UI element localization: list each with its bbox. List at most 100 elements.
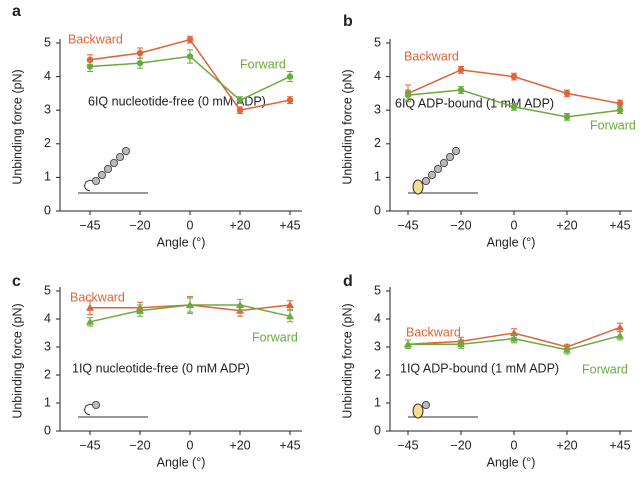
y-tick-label: 4 <box>44 69 51 83</box>
point <box>136 59 144 67</box>
point <box>86 303 94 311</box>
x-tick-label: −45 <box>79 218 100 232</box>
series-label: Forward <box>582 362 628 376</box>
icon-bead <box>427 170 436 179</box>
x-tick-label: −20 <box>129 438 150 452</box>
x-tick-label: 0 <box>511 218 518 232</box>
y-tick-label: 1 <box>374 395 381 409</box>
y-tick-label: 4 <box>374 69 381 83</box>
icon-bead <box>421 176 430 185</box>
series-label: Backward <box>68 32 123 46</box>
x-tick-label: −45 <box>397 218 418 232</box>
point <box>286 73 294 80</box>
y-tick-label: 4 <box>44 311 51 325</box>
x-tick-label: +20 <box>229 438 250 452</box>
panel-label: a <box>12 3 21 20</box>
icon-bead <box>116 152 125 161</box>
y-tick-label: 0 <box>374 203 381 217</box>
point <box>563 345 571 353</box>
icon-bead <box>433 164 442 173</box>
point <box>236 96 244 104</box>
icon-bead <box>421 400 430 409</box>
annotation: 1IQ ADP-bound (1 mM ADP) <box>400 361 559 375</box>
series-label: Forward <box>590 118 636 132</box>
icon-head <box>412 179 424 195</box>
x-tick-label: 0 <box>187 218 194 232</box>
point <box>286 312 294 320</box>
series-label: Backward <box>406 325 461 339</box>
point <box>510 334 518 342</box>
x-axis-label: Angle (°) <box>487 235 536 249</box>
y-tick-label: 3 <box>44 102 51 116</box>
y-tick-label: 0 <box>44 423 51 437</box>
point <box>186 36 194 43</box>
series-label: Backward <box>70 290 125 304</box>
point <box>616 100 624 107</box>
annotation: 6IQ ADP-bound (1 mM ADP) <box>395 96 554 110</box>
y-tick-label: 2 <box>44 367 51 381</box>
point <box>286 301 294 308</box>
y-tick-label: 2 <box>44 136 51 150</box>
y-tick-label: 5 <box>374 283 381 297</box>
icon-bead <box>92 176 101 185</box>
point <box>86 317 94 325</box>
x-tick-label: −45 <box>397 438 418 452</box>
icon-bead <box>104 164 113 173</box>
point <box>286 96 294 104</box>
y-tick-label: 0 <box>44 203 51 217</box>
icon-bead <box>98 170 107 179</box>
y-tick-label: 2 <box>374 367 381 381</box>
annotation: 1IQ nucleotide-free (0 mM ADP) <box>72 361 250 375</box>
x-axis-label: Angle (°) <box>157 235 206 249</box>
series-label: Backward <box>404 49 459 63</box>
point <box>236 301 244 308</box>
x-tick-label: +20 <box>556 438 577 452</box>
y-tick-label: 3 <box>374 339 381 353</box>
x-tick-label: −45 <box>79 438 100 452</box>
icon-bead <box>122 146 131 155</box>
point <box>186 301 194 308</box>
y-axis-label: Unbinding force (pN) <box>340 69 354 184</box>
series-label: Forward <box>252 330 298 344</box>
icon-bead <box>451 146 460 155</box>
y-axis-label: Unbinding force (pN) <box>10 69 24 184</box>
icon-bead <box>439 158 448 167</box>
y-tick-label: 1 <box>44 395 51 409</box>
x-tick-label: −20 <box>450 218 471 232</box>
annotation: 6IQ nucleotide-free (0 mM ADP) <box>88 94 266 108</box>
y-tick-label: 3 <box>374 102 381 116</box>
y-tick-label: 5 <box>44 35 51 49</box>
y-tick-label: 3 <box>44 339 51 353</box>
point <box>563 90 571 97</box>
point <box>186 53 194 60</box>
point <box>136 49 144 57</box>
panel-label: c <box>12 273 21 290</box>
panel-label: d <box>343 273 353 290</box>
x-tick-label: +45 <box>279 218 300 232</box>
x-tick-label: +45 <box>609 438 630 452</box>
point <box>236 107 244 114</box>
y-tick-label: 0 <box>374 423 381 437</box>
point <box>510 103 518 111</box>
point <box>616 107 624 114</box>
x-tick-label: 0 <box>511 438 518 452</box>
y-tick-label: 1 <box>374 170 381 184</box>
point <box>86 63 94 70</box>
y-axis-label: Unbinding force (pN) <box>10 303 24 418</box>
y-tick-label: 2 <box>374 136 381 150</box>
y-tick-label: 5 <box>44 283 51 297</box>
icon-bead <box>110 158 119 167</box>
x-tick-label: −20 <box>129 218 150 232</box>
point <box>457 340 465 348</box>
icon-head <box>412 403 424 419</box>
x-tick-label: +20 <box>229 218 250 232</box>
panel-label: b <box>343 13 353 30</box>
x-axis-label: Angle (°) <box>157 455 206 469</box>
point <box>457 86 465 94</box>
x-tick-label: 0 <box>187 438 194 452</box>
point <box>510 73 518 80</box>
point <box>457 66 465 74</box>
x-tick-label: +20 <box>556 218 577 232</box>
point <box>563 113 571 121</box>
